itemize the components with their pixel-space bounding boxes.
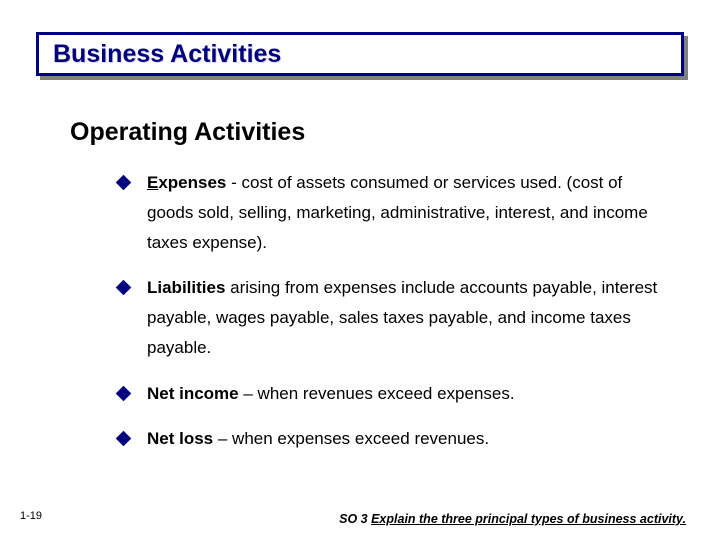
bullet-item: Net loss – when expenses exceed revenues… [118,424,660,454]
title-bar: Business Activities [36,32,684,76]
diamond-bullet-icon [116,175,132,191]
bullet-list: Expenses - cost of assets consumed or se… [118,168,660,470]
footer-objective: SO 3 Explain the three principal types o… [339,512,686,526]
bullet-item: Net income – when revenues exceed expens… [118,379,660,409]
bullet-item: Expenses - cost of assets consumed or se… [118,168,660,257]
page-number: 1-19 [20,510,42,522]
bullet-text: Liabilities arising from expenses includ… [147,273,660,362]
title-text: Business Activities [53,40,281,69]
subtitle: Operating Activities [70,118,305,147]
diamond-bullet-icon [116,431,132,447]
diamond-bullet-icon [116,385,132,401]
bullet-item: Liabilities arising from expenses includ… [118,273,660,362]
bullet-text: Expenses - cost of assets consumed or se… [147,168,660,257]
footer-underlined: Explain the three principal types of bus… [371,512,686,526]
footer-prefix: SO 3 [339,512,371,526]
diamond-bullet-icon [116,280,132,296]
bullet-text: Net loss – when expenses exceed revenues… [147,424,660,454]
title-bar-inner: Business Activities [36,32,684,76]
bullet-text: Net income – when revenues exceed expens… [147,379,660,409]
